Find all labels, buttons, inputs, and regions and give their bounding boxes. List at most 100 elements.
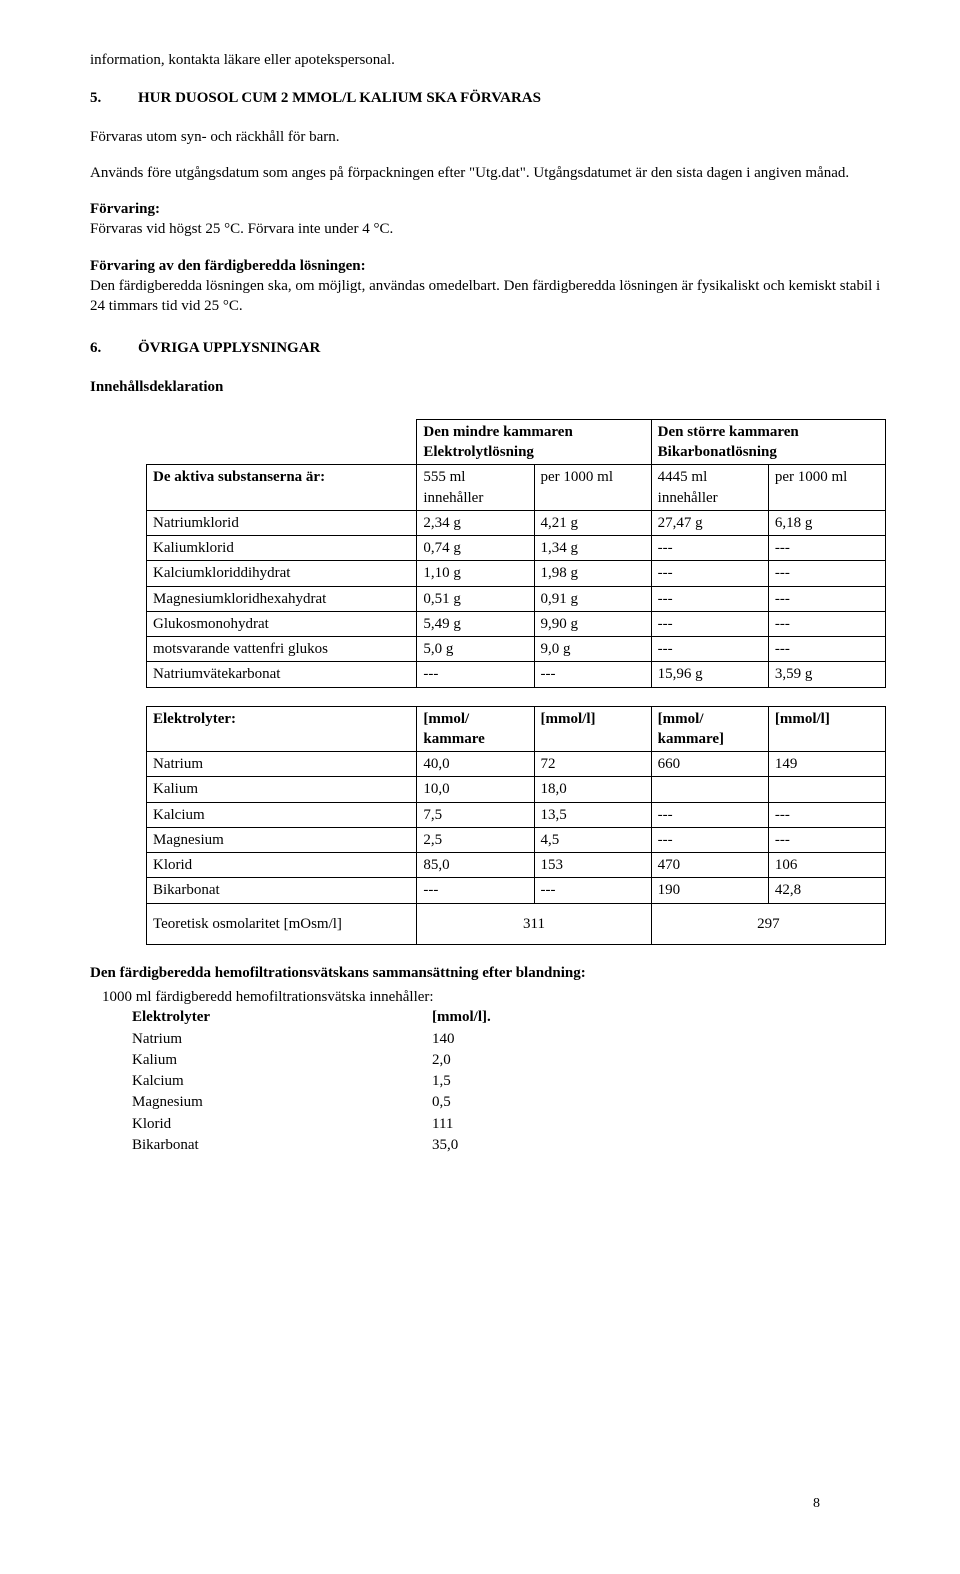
cell: 27,47 g — [651, 510, 768, 535]
elec-name: Bikarbonat — [132, 1135, 432, 1155]
table-row: Natriumklorid2,34 g4,21 g27,47 g6,18 g — [147, 510, 886, 535]
table-row: Glukosmonohydrat5,49 g9,90 g------ — [147, 611, 886, 636]
cell: 106 — [768, 853, 885, 878]
cell-label: Magnesium — [147, 827, 417, 852]
cell-label: Kaliumklorid — [147, 536, 417, 561]
table-row: Teoretisk osmolaritet [mOsm/l] 311 297 — [147, 903, 886, 944]
cell: 7,5 — [417, 802, 534, 827]
cell: 6,18 g — [768, 510, 885, 535]
cell: --- — [417, 878, 534, 903]
cell: 9,0 g — [534, 637, 651, 662]
elec-value: 35,0 — [432, 1135, 552, 1155]
cell-label: Kalcium — [147, 802, 417, 827]
row-header-active: De aktiva substanserna är: — [147, 465, 417, 511]
cell-label: Magnesiumkloridhexahydrat — [147, 586, 417, 611]
cell-label: Natriumklorid — [147, 510, 417, 535]
cell: --- — [651, 561, 768, 586]
cell: --- — [768, 561, 885, 586]
cell: 2,34 g — [417, 510, 534, 535]
cell: 4,21 g — [534, 510, 651, 535]
cell: 153 — [534, 853, 651, 878]
cell-label: Natrium — [147, 752, 417, 777]
col-mmol-kammare-b: [mmol/ kammare] — [651, 706, 768, 752]
cell: 9,90 g — [534, 611, 651, 636]
table-row: Magnesiumkloridhexahydrat0,51 g0,91 g---… — [147, 586, 886, 611]
list-item: Natrium140 — [132, 1029, 890, 1049]
cell: 5,0 g — [417, 637, 534, 662]
col-header-large: Den större kammaren Bikarbonatlösning — [651, 419, 885, 465]
cell-label: Natriumvätekarbonat — [147, 662, 417, 687]
col-mmol-l-a: [mmol/l] — [534, 706, 651, 752]
elec-name: Klorid — [132, 1114, 432, 1134]
col-per1000-a: per 1000 ml — [534, 465, 651, 511]
cell — [651, 777, 768, 802]
cell: 72 — [534, 752, 651, 777]
cell — [768, 777, 885, 802]
electrolytes-table: Elektrolyter: [mmol/ kammare [mmol/l] [m… — [146, 706, 886, 945]
section-5-title: HUR DUOSOL CUM 2 MMOL/L KALIUM SKA FÖRVA… — [138, 88, 541, 108]
cell: 1,34 g — [534, 536, 651, 561]
cell: 0,51 g — [417, 586, 534, 611]
elec-col-h1: Elektrolyter — [132, 1007, 432, 1027]
table-row: Elektrolyter: [mmol/ kammare [mmol/l] [m… — [147, 706, 886, 752]
electrolytes-list: Elektrolyter [mmol/l]. Natrium140Kalium2… — [132, 1007, 890, 1155]
table-row: Den mindre kammaren Elektrolytlösning De… — [147, 419, 886, 465]
section-5-heading: 5. HUR DUOSOL CUM 2 MMOL/L KALIUM SKA FÖ… — [90, 88, 890, 108]
col-555: 555 ml innehåller — [417, 465, 534, 511]
cell: --- — [651, 637, 768, 662]
table-row: Magnesium2,54,5------ — [147, 827, 886, 852]
prep-heading: Förvaring av den färdigberedda lösningen… — [90, 256, 890, 276]
section-6-heading: 6. ÖVRIGA UPPLYSNINGAR — [90, 338, 890, 358]
storage-heading: Förvaring: — [90, 199, 890, 219]
cell: --- — [768, 536, 885, 561]
col-header-small: Den mindre kammaren Elektrolytlösning — [417, 419, 651, 465]
cell-label: Kalciumkloriddihydrat — [147, 561, 417, 586]
cell: 15,96 g — [651, 662, 768, 687]
col-mmol-l-b: [mmol/l] — [768, 706, 885, 752]
table-row: Klorid85,0153470106 — [147, 853, 886, 878]
cell-label: Glukosmonohydrat — [147, 611, 417, 636]
list-item: Kalcium1,5 — [132, 1071, 890, 1091]
cell: 18,0 — [534, 777, 651, 802]
elec-name: Kalium — [132, 1050, 432, 1070]
cell: 40,0 — [417, 752, 534, 777]
elec-value: 111 — [432, 1114, 552, 1134]
table-row: motsvarande vattenfri glukos5,0 g9,0 g--… — [147, 637, 886, 662]
section-6-title: ÖVRIGA UPPLYSNINGAR — [138, 338, 320, 358]
cell: --- — [768, 802, 885, 827]
cell: --- — [768, 611, 885, 636]
cell: 190 — [651, 878, 768, 903]
cell: --- — [651, 802, 768, 827]
cell: --- — [651, 536, 768, 561]
cell: 3,59 g — [768, 662, 885, 687]
table-row: Kaliumklorid0,74 g1,34 g------ — [147, 536, 886, 561]
post-sub: 1000 ml färdigberedd hemofiltrationsväts… — [102, 987, 890, 1007]
cell-label: Klorid — [147, 853, 417, 878]
table-row: De aktiva substanserna är: 555 ml innehå… — [147, 465, 886, 511]
cell: --- — [768, 637, 885, 662]
cell: 0,74 g — [417, 536, 534, 561]
declaration-heading: Innehållsdeklaration — [90, 377, 890, 397]
cell: 0,91 g — [534, 586, 651, 611]
list-item: Klorid111 — [132, 1114, 890, 1134]
elec-name: Magnesium — [132, 1092, 432, 1112]
cell: 5,49 g — [417, 611, 534, 636]
lead-text: information, kontakta läkare eller apote… — [90, 50, 890, 70]
osm-b: 297 — [651, 903, 885, 944]
page-number: 8 — [813, 1495, 820, 1514]
elec-col-h2: [mmol/l]. — [432, 1007, 552, 1027]
cell: --- — [534, 662, 651, 687]
table-row: Natrium40,072660149 — [147, 752, 886, 777]
cell: --- — [651, 586, 768, 611]
cell: --- — [417, 662, 534, 687]
cell-label: Kalium — [147, 777, 417, 802]
cell: --- — [534, 878, 651, 903]
col-per1000-b: per 1000 ml — [768, 465, 885, 511]
list-item: Bikarbonat35,0 — [132, 1135, 890, 1155]
sec5-p2: Används före utgångsdatum som anges på f… — [90, 163, 890, 183]
section-5-num: 5. — [90, 88, 138, 108]
elec-name: Natrium — [132, 1029, 432, 1049]
cell: --- — [768, 586, 885, 611]
list-item: Kalium2,0 — [132, 1050, 890, 1070]
osm-a: 311 — [417, 903, 651, 944]
